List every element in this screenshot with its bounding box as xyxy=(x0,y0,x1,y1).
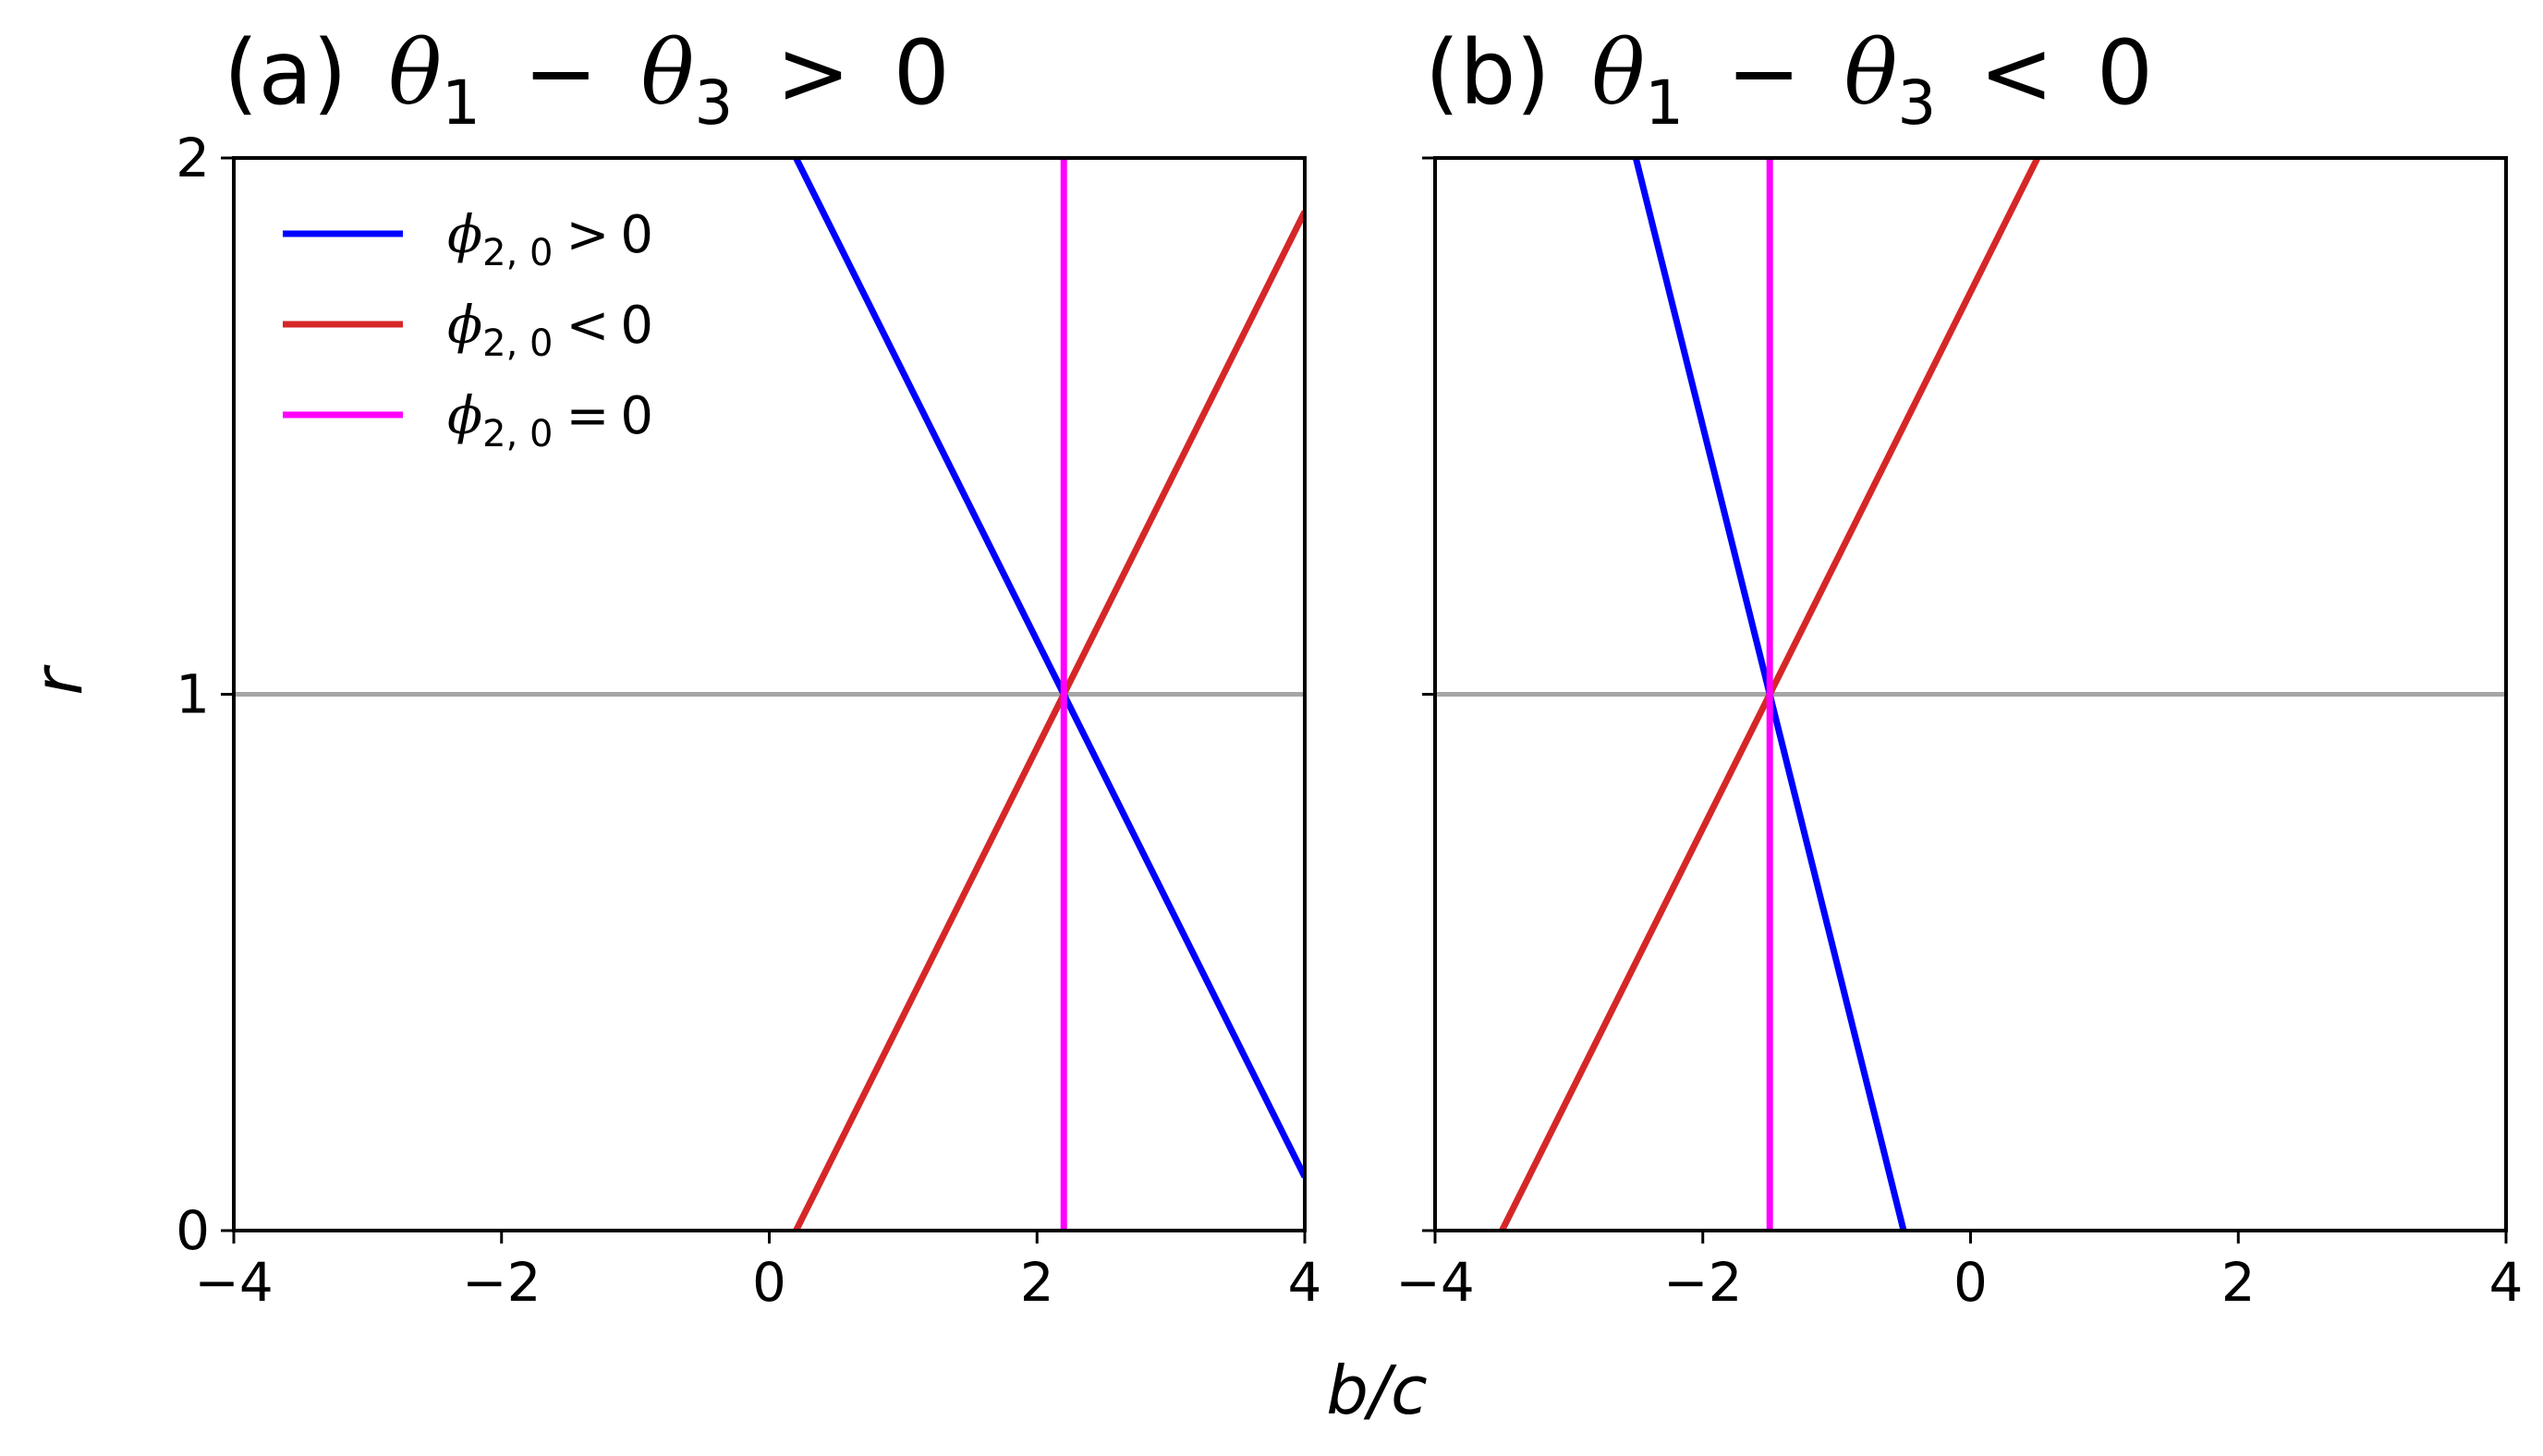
x-tick-label-panel-b: 0 xyxy=(1953,1251,1988,1314)
x-tick-label-panel-b: 2 xyxy=(2221,1251,2256,1314)
panel-b: −4 −2 0 2 4 xyxy=(1395,156,2524,1314)
series-line-panel-a-1 xyxy=(793,210,1305,1231)
y-tick-label-panel-a: 2 xyxy=(176,127,210,189)
x-tick-label-panel-a: 2 xyxy=(1020,1251,1054,1314)
legend-label-positive: ϕ2, 0 >0 xyxy=(447,205,653,274)
y-tick-label-panel-a: 0 xyxy=(176,1199,210,1262)
panel-a: −4 −2 0 2 4 0 1 2 xyxy=(176,127,1321,1314)
legend-label-negative: ϕ2, 0 <0 xyxy=(447,296,653,365)
x-tick-label-panel-a: −4 xyxy=(194,1251,274,1314)
panel-a-title: (a) θ1 − θ3 > 0 xyxy=(224,21,950,145)
x-tick-label-panel-b: −4 xyxy=(1395,1251,1475,1314)
x-tick-label-panel-b: −2 xyxy=(1663,1251,1743,1314)
y-tick-label-panel-a: 1 xyxy=(176,663,210,726)
series-line-panel-a-0 xyxy=(793,158,1305,1179)
y-axis-label: r xyxy=(19,664,97,696)
legend: ϕ2, 0 >0 ϕ2, 0 <0 ϕ2, 0 = 0 xyxy=(283,205,653,455)
x-tick-label-panel-b: 4 xyxy=(2489,1251,2524,1314)
x-axis-label: b/c xyxy=(1326,1352,1428,1429)
legend-label-zero: ϕ2, 0 = 0 xyxy=(447,386,653,455)
panel-b-title: (b) θ1 − θ3 < 0 xyxy=(1425,21,2153,145)
x-tick-label-panel-a: −2 xyxy=(462,1251,541,1314)
x-tick-label-panel-a: 0 xyxy=(752,1251,786,1314)
x-tick-label-panel-a: 4 xyxy=(1288,1251,1322,1314)
